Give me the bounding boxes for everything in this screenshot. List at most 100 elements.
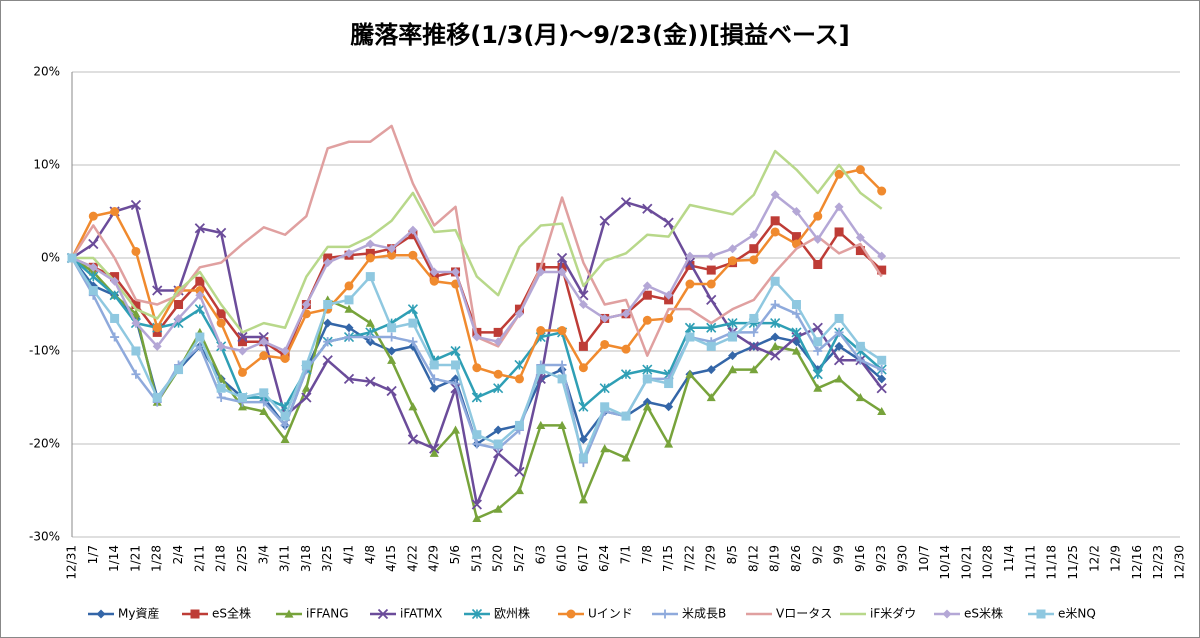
marker: [174, 300, 184, 309]
marker: [88, 262, 98, 272]
marker: [600, 313, 610, 323]
legend-label: 米成長B: [682, 607, 726, 621]
marker: [472, 363, 482, 373]
marker: [514, 304, 524, 314]
marker: [344, 323, 354, 333]
marker: [408, 250, 418, 260]
x-tick-label: 12/16: [1130, 545, 1144, 580]
marker: [259, 388, 269, 398]
legend-item: Vロータス: [746, 607, 832, 621]
marker: [472, 332, 482, 342]
marker: [557, 267, 567, 277]
marker: [578, 401, 589, 412]
marker: [280, 434, 290, 443]
marker: [642, 374, 652, 384]
x-tick-label: 9/9: [832, 545, 846, 564]
series: [67, 165, 887, 384]
marker: [876, 383, 887, 394]
marker: [131, 300, 141, 309]
marker: [770, 276, 780, 286]
marker: [493, 504, 503, 513]
marker: [130, 199, 142, 211]
marker: [578, 341, 588, 351]
legend-label: iF米ダウ: [870, 606, 916, 621]
marker: [813, 383, 823, 392]
legend-marker: [96, 609, 106, 619]
marker: [323, 253, 333, 263]
x-tick-label: 7/15: [661, 545, 675, 572]
marker: [67, 253, 77, 263]
marker: [194, 304, 205, 315]
marker: [110, 207, 120, 216]
marker: [749, 327, 759, 337]
marker: [600, 402, 610, 412]
marker: [578, 434, 588, 444]
marker: [770, 350, 781, 361]
marker: [664, 439, 674, 448]
marker: [621, 411, 631, 421]
marker: [728, 351, 738, 361]
marker: [514, 486, 524, 495]
marker: [642, 315, 652, 325]
legend-label: 欧州株: [494, 606, 530, 621]
legend-label: eS米株: [964, 606, 1003, 621]
marker: [429, 374, 439, 384]
marker: [237, 367, 247, 377]
marker: [472, 513, 482, 522]
marker: [621, 344, 631, 354]
marker: [237, 346, 247, 356]
marker: [195, 286, 205, 296]
y-tick-label: 20%: [33, 65, 60, 79]
marker: [451, 379, 461, 389]
marker: [728, 332, 738, 342]
marker: [749, 255, 759, 265]
x-tick-label: 12/31: [65, 545, 79, 580]
marker: [770, 332, 780, 342]
marker: [834, 169, 844, 179]
marker: [578, 495, 588, 504]
x-tick-label: 3/4: [256, 545, 270, 564]
marker: [451, 267, 461, 277]
marker: [642, 402, 652, 411]
marker: [855, 165, 865, 175]
marker: [727, 318, 738, 329]
marker: [600, 444, 610, 453]
marker: [685, 251, 695, 261]
x-tick-label: 10/7: [917, 545, 931, 572]
legend-label: iFATMX: [400, 607, 442, 621]
legend-label: iFFANG: [306, 607, 349, 621]
marker: [450, 345, 461, 357]
marker: [834, 327, 844, 337]
marker: [408, 318, 418, 328]
marker: [152, 341, 162, 351]
marker: [791, 327, 802, 338]
marker: [259, 406, 269, 416]
chart-title: 騰落率推移(1/3(月)～9/23(金))[損益ベース]: [350, 21, 850, 49]
marker: [556, 252, 568, 264]
legend-item: 欧州株: [464, 606, 530, 621]
x-tick-label: 12/23: [1151, 545, 1165, 580]
y-tick-label: -10%: [29, 344, 60, 358]
marker: [877, 365, 887, 375]
marker: [323, 258, 333, 268]
marker: [301, 300, 311, 309]
marker: [728, 256, 738, 266]
marker: [152, 323, 162, 333]
marker: [451, 360, 461, 370]
marker: [557, 374, 567, 384]
marker: [493, 383, 504, 394]
marker: [557, 326, 567, 336]
x-tick-label: 5/6: [448, 545, 462, 564]
marker: [685, 332, 695, 342]
marker: [855, 393, 865, 402]
x-tick-label: 2/11: [192, 545, 206, 572]
marker: [451, 374, 461, 384]
marker: [557, 262, 567, 272]
series: [67, 190, 887, 356]
legend-marker: [1036, 609, 1046, 619]
marker: [344, 304, 354, 313]
marker: [110, 276, 120, 286]
marker: [642, 281, 652, 291]
marker: [855, 246, 865, 256]
